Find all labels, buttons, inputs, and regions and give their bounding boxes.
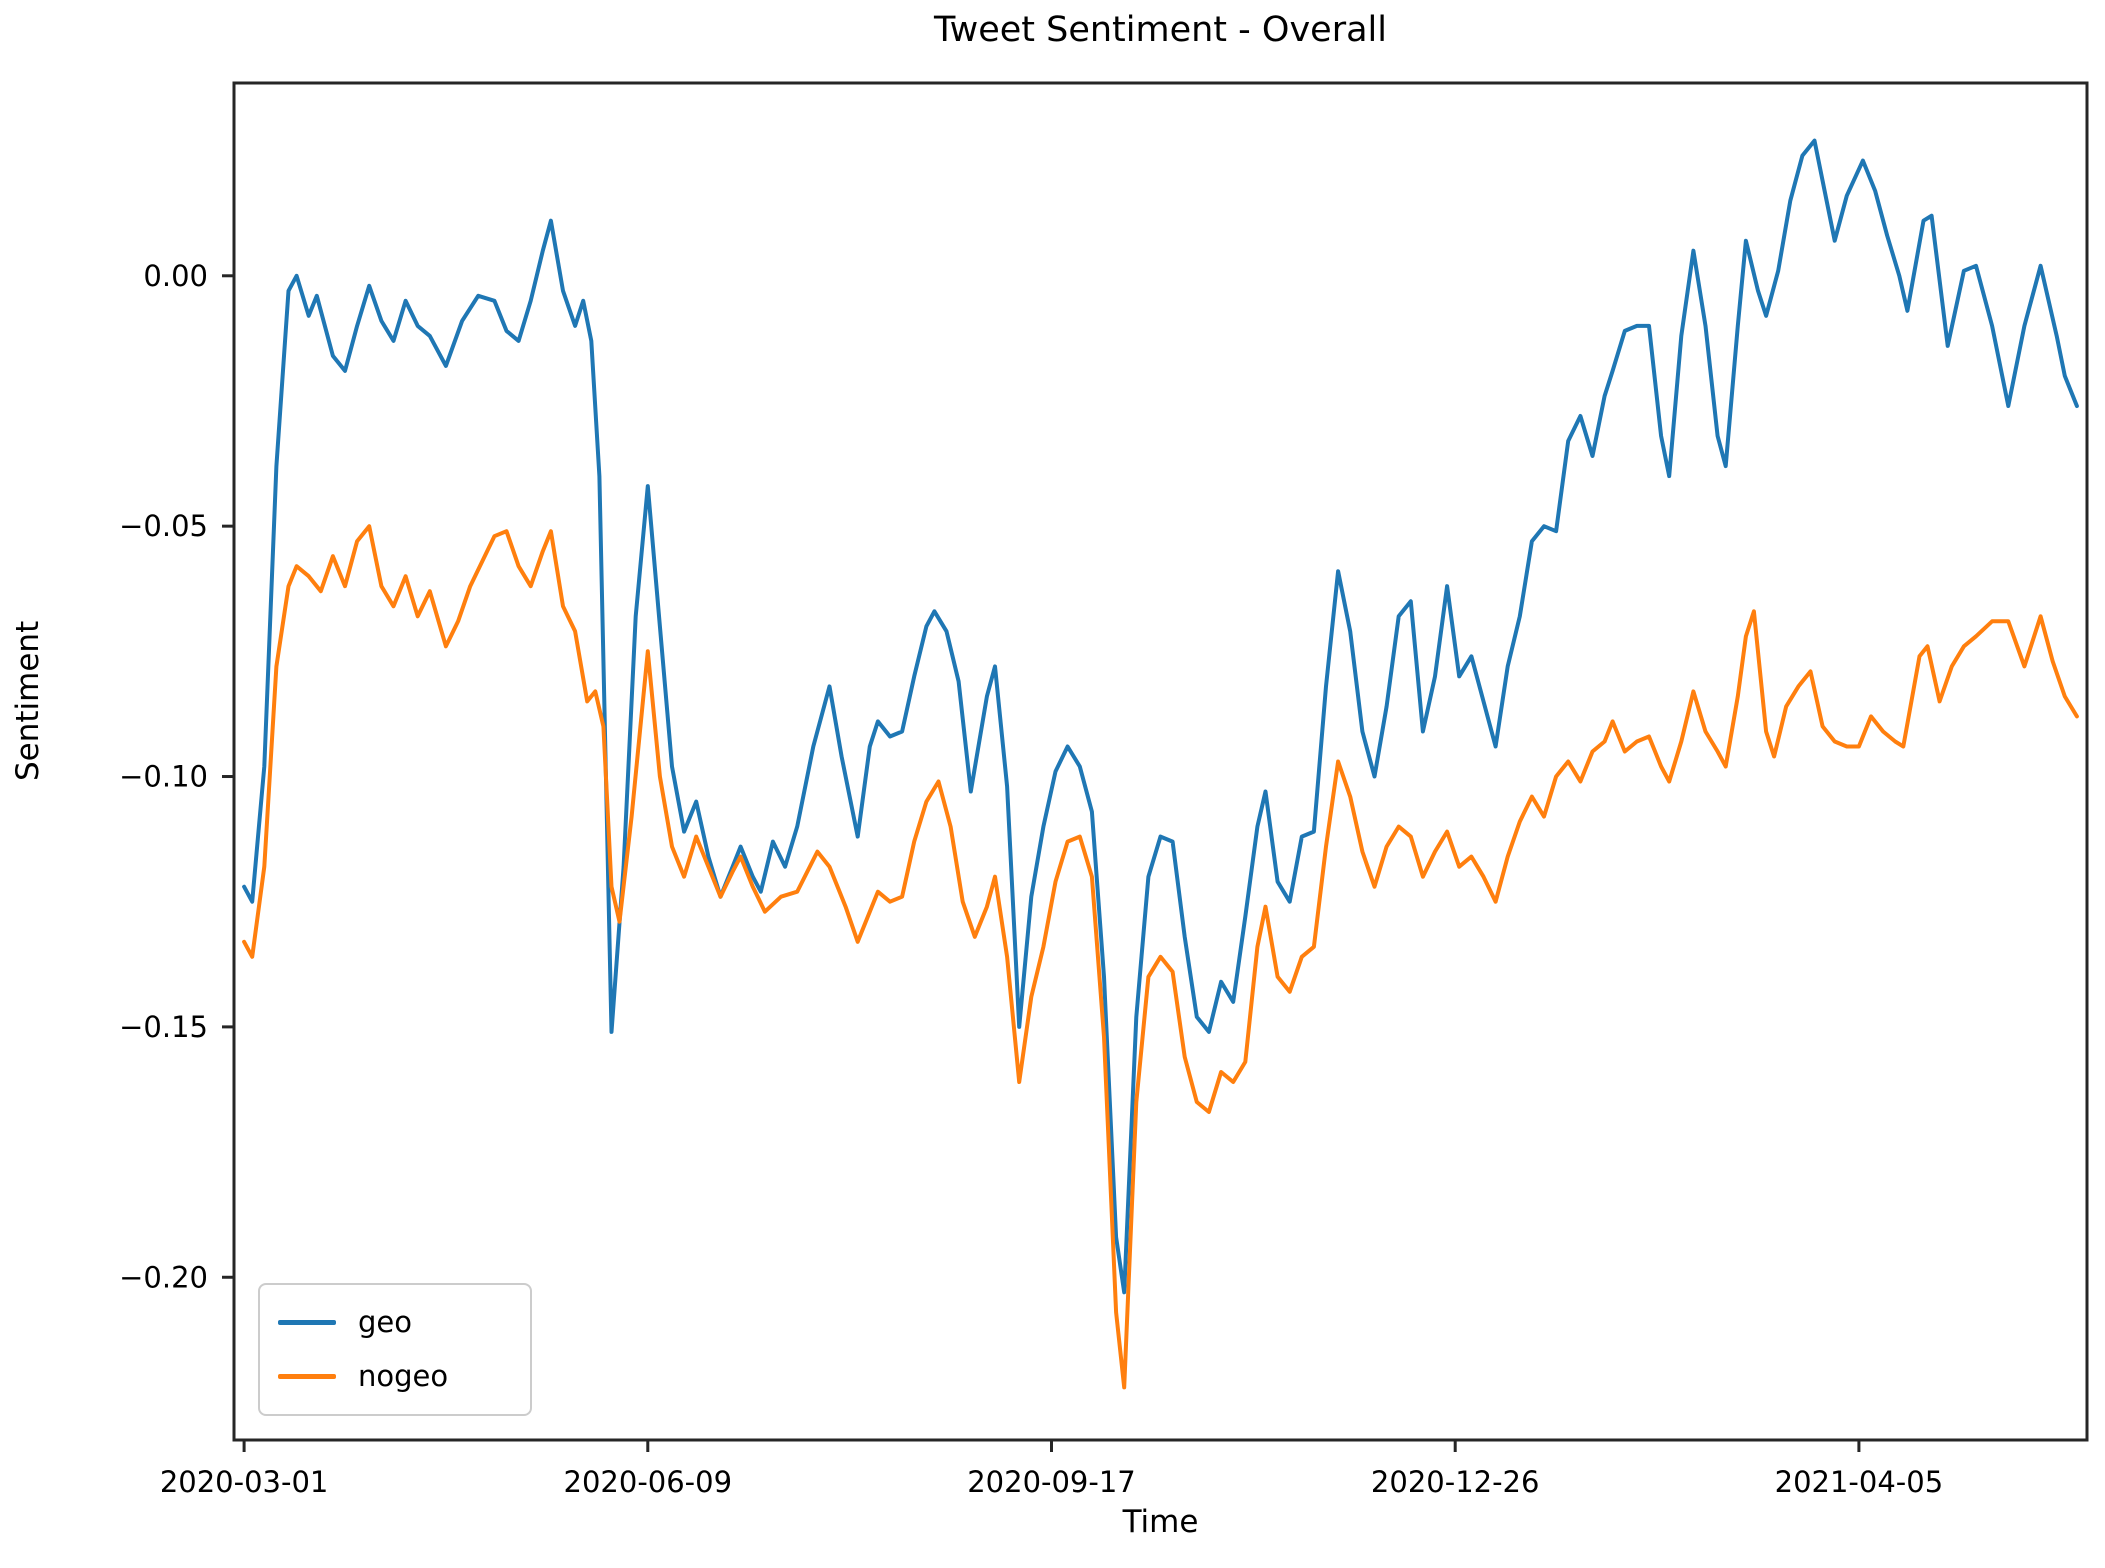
- geo-line-swatch-icon: [278, 1319, 336, 1325]
- legend-entry-geo: geo: [278, 1304, 512, 1339]
- legend-label: nogeo: [358, 1359, 449, 1394]
- legend-label: geo: [358, 1304, 412, 1339]
- legend-entry-nogeo: nogeo: [278, 1362, 512, 1391]
- y-tick-label: −0.20: [119, 1260, 208, 1294]
- y-axis-label: Sentiment: [10, 620, 46, 781]
- y-tick-label: −0.05: [119, 509, 208, 543]
- y-tick-label: −0.15: [119, 1010, 208, 1044]
- x-tick-label: 2020-03-01: [160, 1465, 329, 1499]
- y-tick-label: −0.10: [119, 760, 208, 794]
- chart-title: Tweet Sentiment - Overall: [933, 10, 1387, 50]
- nogeo-line-swatch-icon: [278, 1374, 336, 1380]
- x-tick-label: 2020-12-26: [1371, 1465, 1540, 1499]
- geo-line: [242, 138, 2079, 1295]
- x-tick-label: 2020-06-09: [564, 1465, 733, 1499]
- x-axis-label: Time: [1122, 1504, 1199, 1540]
- axes-frame: [232, 81, 2089, 1442]
- x-tick-label: 2021-04-05: [1775, 1465, 1944, 1499]
- legend: geo nogeo: [258, 1283, 532, 1416]
- nogeo-line: [242, 524, 2079, 1390]
- y-tick-label: 0.00: [143, 259, 208, 293]
- x-tick-label: 2020-09-17: [967, 1465, 1136, 1499]
